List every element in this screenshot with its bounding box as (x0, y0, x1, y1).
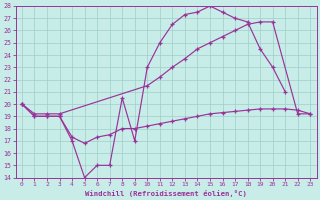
X-axis label: Windchill (Refroidissement éolien,°C): Windchill (Refroidissement éolien,°C) (85, 190, 247, 197)
